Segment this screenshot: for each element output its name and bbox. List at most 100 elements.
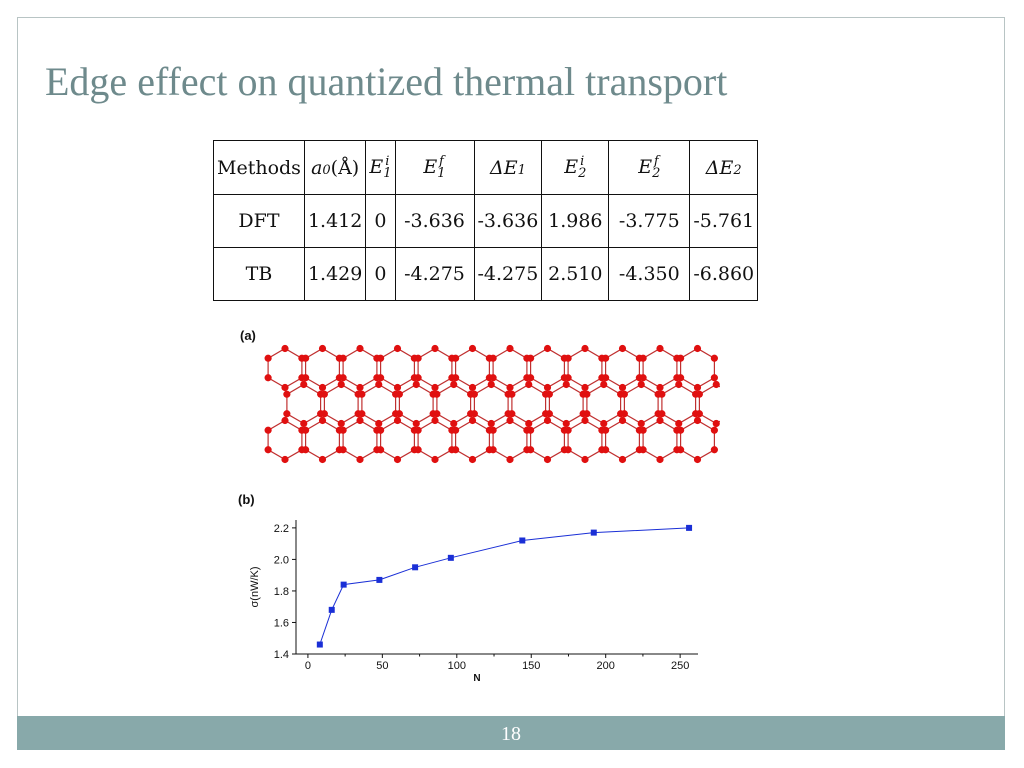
lattice-atom	[489, 374, 497, 382]
lattice-atom	[377, 446, 385, 454]
slide-frame	[17, 17, 1005, 750]
table-row: TB 1.429 0 -4.275 -4.275 2.510 -4.350 -6…	[213, 247, 759, 301]
lattice-atom	[450, 419, 458, 428]
lattice-atom	[620, 390, 628, 398]
lattice-atom	[302, 446, 310, 454]
lattice-bond	[492, 347, 528, 389]
lattice-atom	[452, 374, 460, 382]
lattice-atom	[543, 344, 552, 353]
lattice-atom	[337, 380, 345, 389]
lattice-bond	[492, 419, 528, 461]
lattice-atom	[564, 426, 572, 434]
lattice-bond	[642, 419, 678, 461]
lattice-atom	[564, 446, 572, 454]
lattice-atom	[525, 380, 533, 389]
lattice-atom	[562, 380, 570, 389]
lattice-atom	[320, 410, 328, 418]
lattice-atom	[677, 446, 685, 454]
x-tick-label: 250	[671, 660, 689, 672]
lattice-atom	[583, 390, 591, 398]
lattice-atom	[581, 383, 589, 392]
lattice-atom	[489, 426, 497, 434]
lattice-atom	[318, 416, 327, 425]
lattice-atom	[302, 426, 310, 434]
lattice-atom	[356, 344, 364, 353]
lattice-atom	[564, 374, 572, 382]
lattice-atom	[545, 410, 553, 418]
cell-e2i: 2.510	[541, 247, 610, 301]
lattice-bond	[605, 419, 640, 461]
lattice-atom	[637, 419, 645, 428]
cell-e1f: -3.636	[394, 194, 475, 248]
slide-title: Edge effect on quantized thermal transpo…	[45, 59, 728, 104]
lattice-bond	[286, 383, 322, 425]
lattice-atom	[468, 383, 477, 392]
lattice-atom	[281, 455, 289, 464]
lattice-atom	[656, 455, 664, 464]
cell-de1: -4.275	[473, 247, 543, 301]
lattice-atom	[581, 344, 589, 353]
y-tick-label: 1.8	[274, 586, 289, 598]
cell-a0: 1.429	[303, 247, 367, 301]
lattice-bond	[417, 419, 453, 461]
lattice-bond	[417, 347, 453, 389]
lattice-atom	[675, 419, 683, 428]
lattice-atom	[487, 380, 495, 389]
lattice-atom	[433, 390, 441, 398]
header-a0: a0(Å)	[303, 140, 367, 195]
lattice-atom	[300, 419, 308, 428]
lattice-atom	[620, 410, 628, 418]
data-point	[316, 641, 323, 648]
lattice-atom	[602, 374, 610, 382]
lattice-atom	[318, 383, 327, 392]
lattice-atom	[470, 410, 478, 418]
lattice-bond	[511, 383, 547, 425]
lattice-atom	[489, 446, 497, 454]
lattice-atom	[489, 354, 497, 362]
lattice-atom	[393, 383, 402, 392]
lattice-atom	[318, 344, 327, 353]
page-number: 18	[501, 723, 521, 745]
x-tick-label: 0	[305, 660, 311, 672]
lattice-atom	[339, 374, 347, 382]
lattice-atom	[639, 426, 647, 434]
lattice-atom	[302, 354, 310, 362]
cell-de2: -6.860	[689, 247, 759, 301]
lattice-atom	[639, 354, 647, 362]
lattice-atom	[527, 374, 535, 382]
graphene-lattice-figure	[264, 344, 737, 464]
lattice-atom	[656, 344, 664, 353]
lattice-atom	[302, 374, 310, 382]
lattice-bond	[623, 383, 659, 425]
lattice-atom	[618, 416, 627, 425]
lattice-atom	[356, 383, 364, 392]
cell-e2f: -4.350	[608, 247, 691, 301]
lattice-bond	[642, 347, 678, 389]
lattice-atom	[693, 344, 702, 353]
lattice-atom	[639, 374, 647, 382]
lattice-atom	[377, 426, 385, 434]
y-axis-label: σ(nW/K)	[249, 566, 261, 607]
lattice-atom	[452, 354, 460, 362]
cell-de2: -5.761	[689, 194, 759, 248]
lattice-atom	[393, 455, 402, 464]
lattice-atom	[506, 344, 514, 353]
lattice-atom	[677, 354, 685, 362]
data-point	[328, 606, 335, 613]
lattice-bond	[342, 347, 378, 389]
lattice-atom	[264, 354, 272, 362]
data-point	[447, 554, 454, 561]
lattice-bond	[680, 347, 715, 389]
lattice-atom	[677, 374, 685, 382]
lattice-bond	[698, 383, 734, 425]
lattice-atom	[581, 416, 589, 425]
lattice-atom	[543, 455, 552, 464]
lattice-bond	[530, 347, 565, 389]
cell-e1i: 0	[365, 194, 396, 248]
lattice-atom	[320, 390, 328, 398]
lattice-atom	[618, 344, 627, 353]
cell-e2f: -3.775	[608, 194, 691, 248]
